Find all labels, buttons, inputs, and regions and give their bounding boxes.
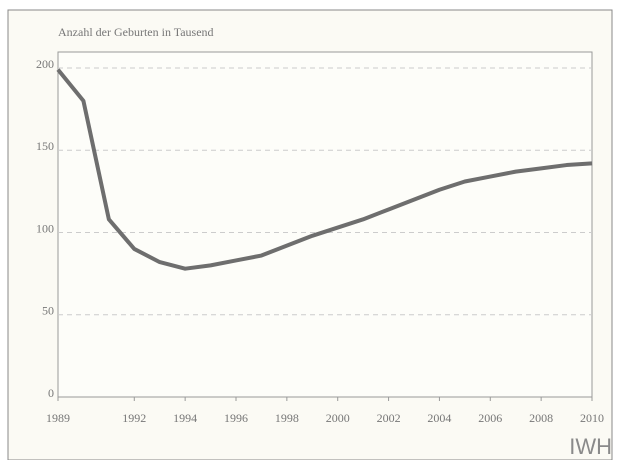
x-tick-label: 1994 [173, 411, 197, 425]
x-tick-label: 1996 [224, 411, 248, 425]
chart-title: Anzahl der Geburten in Tausend [58, 25, 214, 39]
y-tick-label: 100 [36, 221, 54, 235]
line-series [56, 68, 593, 271]
x-tick-label: 2002 [377, 411, 401, 425]
x-tick-label: 2008 [529, 411, 553, 425]
y-tick-label: 50 [42, 304, 54, 318]
y-tick-label: 150 [36, 139, 54, 153]
y-tick-label: 0 [48, 386, 54, 400]
x-tick-label: 1989 [46, 411, 70, 425]
x-tick-label: 2006 [478, 411, 502, 425]
x-tick-label: 2010 [580, 411, 604, 425]
source-logo: IWH [569, 434, 612, 459]
plot-area [57, 51, 593, 398]
x-tick-label: 2000 [326, 411, 350, 425]
x-tick-label: 2004 [427, 411, 451, 425]
y-tick-label: 200 [36, 57, 54, 71]
x-tick-label: 1992 [122, 411, 146, 425]
x-tick-label: 1998 [275, 411, 299, 425]
